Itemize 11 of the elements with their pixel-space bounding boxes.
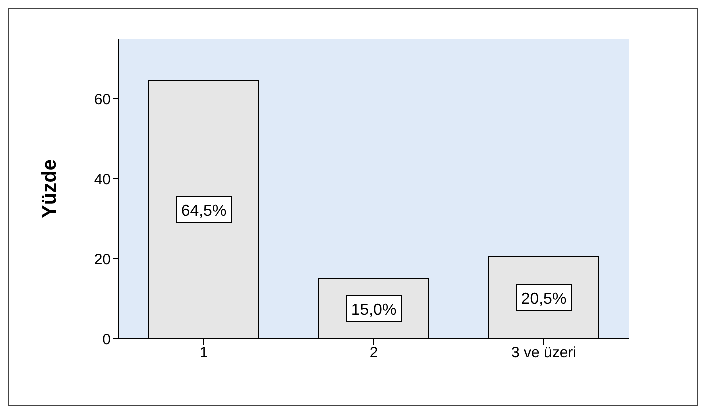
x-tick-label: 1: [200, 344, 208, 362]
x-tick-label: 3 ve üzeri: [511, 344, 577, 362]
x-tick-label: 2: [370, 344, 378, 362]
y-tick-label: 0: [102, 331, 111, 348]
y-axis-title: Yüzde: [39, 160, 62, 218]
data-label: 64,5%: [181, 203, 227, 220]
y-tick-label: 40: [94, 171, 111, 188]
y-tick-label: 20: [94, 251, 111, 268]
data-label: 20,5%: [521, 291, 567, 308]
y-tick-label: 60: [94, 91, 111, 108]
data-label: 15,0%: [351, 302, 397, 319]
